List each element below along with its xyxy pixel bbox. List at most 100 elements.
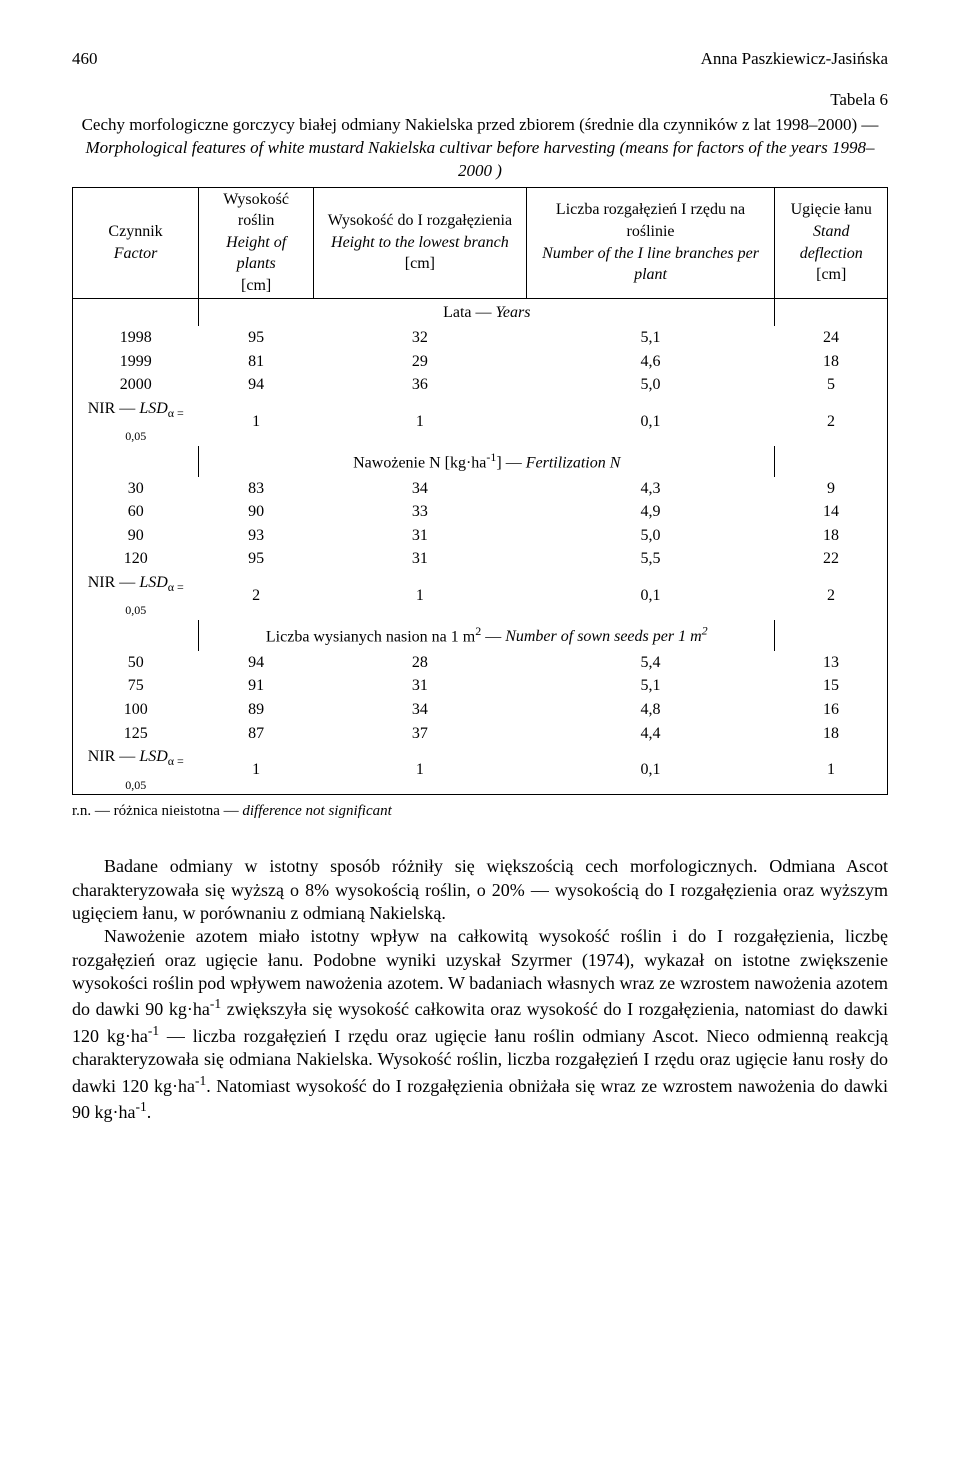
cell: 94 xyxy=(199,651,314,675)
cell: 31 xyxy=(314,547,526,571)
cell: 95 xyxy=(199,547,314,571)
seeds-prefix: Liczba wysianych nasion na 1 m xyxy=(266,628,475,645)
cell: 94 xyxy=(199,373,314,397)
cell: 83 xyxy=(199,477,314,501)
seeds-mid: — xyxy=(481,628,505,645)
sect-cell-right xyxy=(775,620,888,651)
table-row: 30 83 34 4,3 9 xyxy=(73,477,888,501)
sect-cell-left xyxy=(73,446,199,477)
row-label: 1998 xyxy=(73,326,199,350)
table-label: Tabela 6 xyxy=(72,89,888,112)
footnote-pl: r.n. — różnica nieistotna — xyxy=(72,803,242,819)
col3-pl: Wysokość do I rozgałęzienia xyxy=(328,212,512,229)
cell: 34 xyxy=(314,698,526,722)
cell: 5,0 xyxy=(526,373,775,397)
table-row: 50 94 28 5,4 13 xyxy=(73,651,888,675)
sect-cell-left xyxy=(73,298,199,326)
fert-suffix: ] — xyxy=(496,454,525,471)
col-factor-header: Czynnik Factor xyxy=(73,187,199,298)
p2s1: -1 xyxy=(210,996,221,1011)
cell: 37 xyxy=(314,722,526,746)
cell: 91 xyxy=(199,674,314,698)
author-name: Anna Paszkiewicz-Jasińska xyxy=(701,48,888,71)
fert-en: Fertilization N xyxy=(526,454,621,471)
cell: 33 xyxy=(314,500,526,524)
row-label: 2000 xyxy=(73,373,199,397)
cell: 9 xyxy=(775,477,888,501)
cell: 5,1 xyxy=(526,326,775,350)
nir-row: NIR — LSDα = 0,05 2 1 0,1 2 xyxy=(73,571,888,620)
sect-cell-right xyxy=(775,446,888,477)
col4-pl: Liczba rozgałęzień I rzędu na roślinie xyxy=(556,201,745,240)
cell: 18 xyxy=(775,524,888,548)
cell: 22 xyxy=(775,547,888,571)
table-row: 1998 95 32 5,1 24 xyxy=(73,326,888,350)
cell: 1 xyxy=(775,745,888,794)
section-seeds: Liczba wysianych nasion na 1 m 2 — Number… xyxy=(199,620,775,651)
cell: 14 xyxy=(775,500,888,524)
row-label: 100 xyxy=(73,698,199,722)
nir-en: LSD xyxy=(139,748,167,765)
seeds-en: Number of sown seeds per 1 m xyxy=(505,628,701,645)
sect-cell-right xyxy=(775,298,888,326)
p2s2: -1 xyxy=(148,1023,159,1038)
cell: 31 xyxy=(314,674,526,698)
cell: 28 xyxy=(314,651,526,675)
table-title-pl: Cechy morfologiczne gorczycy białej odmi… xyxy=(82,115,879,134)
row-label: 1999 xyxy=(73,350,199,374)
cell: 1 xyxy=(314,745,526,794)
paragraph-1: Badane odmiany w istotny sposób różniły … xyxy=(72,855,888,925)
cell: 0,1 xyxy=(526,397,775,446)
cell: 5,1 xyxy=(526,674,775,698)
table-row: 75 91 31 5,1 15 xyxy=(73,674,888,698)
cell: 13 xyxy=(775,651,888,675)
col-deflection-header: Ugięcie łanu Stand deflection [cm] xyxy=(775,187,888,298)
col5-unit: [cm] xyxy=(816,266,846,283)
cell: 4,3 xyxy=(526,477,775,501)
section-years: Lata — Years xyxy=(199,298,775,326)
col-branches-header: Liczba rozgałęzień I rzędu na roślinie N… xyxy=(526,187,775,298)
row-label: 60 xyxy=(73,500,199,524)
fert-sup: -1 xyxy=(486,450,496,464)
nir-row: NIR — LSDα = 0,05 1 1 0,1 1 xyxy=(73,745,888,794)
cell: 5 xyxy=(775,373,888,397)
cell: 87 xyxy=(199,722,314,746)
cell: 18 xyxy=(775,350,888,374)
nir-row: NIR — LSDα = 0,05 1 1 0,1 2 xyxy=(73,397,888,446)
cell: 2 xyxy=(775,571,888,620)
nir-prefix: NIR — xyxy=(88,748,140,765)
row-label: 75 xyxy=(73,674,199,698)
cell: 0,1 xyxy=(526,571,775,620)
col-height-header: Wysokość roślin Height of plants [cm] xyxy=(199,187,314,298)
cell: 32 xyxy=(314,326,526,350)
col-branch-height-header: Wysokość do I rozgałęzienia Height to th… xyxy=(314,187,526,298)
cell: 5,5 xyxy=(526,547,775,571)
seeds-sup2: 2 xyxy=(702,624,708,638)
cell: 36 xyxy=(314,373,526,397)
cell: 31 xyxy=(314,524,526,548)
cell: 90 xyxy=(199,500,314,524)
table-row: 60 90 33 4,9 14 xyxy=(73,500,888,524)
row-label: 50 xyxy=(73,651,199,675)
cell: 1 xyxy=(199,745,314,794)
nir-en: LSD xyxy=(139,574,167,591)
col3-en: Height to the lowest branch xyxy=(331,234,509,251)
nir-label: NIR — LSDα = 0,05 xyxy=(73,745,199,794)
col4-en: Number of the I line branches per plant xyxy=(542,245,759,284)
cell: 34 xyxy=(314,477,526,501)
cell: 95 xyxy=(199,326,314,350)
cell: 15 xyxy=(775,674,888,698)
nir-en: LSD xyxy=(139,400,167,417)
paragraph-2: Nawożenie azotem miało istotny wpływ na … xyxy=(72,925,888,1124)
years-pl: Lata — xyxy=(443,304,495,321)
years-en: Years xyxy=(495,304,530,321)
cell: 0,1 xyxy=(526,745,775,794)
cell: 16 xyxy=(775,698,888,722)
table-row: 90 93 31 5,0 18 xyxy=(73,524,888,548)
fert-prefix: Nawożenie N [kg·ha xyxy=(353,454,486,471)
cell: 29 xyxy=(314,350,526,374)
cell: 2 xyxy=(775,397,888,446)
table-title-en: Morphological features of white mustard … xyxy=(86,138,875,180)
p2s3: -1 xyxy=(195,1073,206,1088)
nir-label: NIR — LSDα = 0,05 xyxy=(73,397,199,446)
